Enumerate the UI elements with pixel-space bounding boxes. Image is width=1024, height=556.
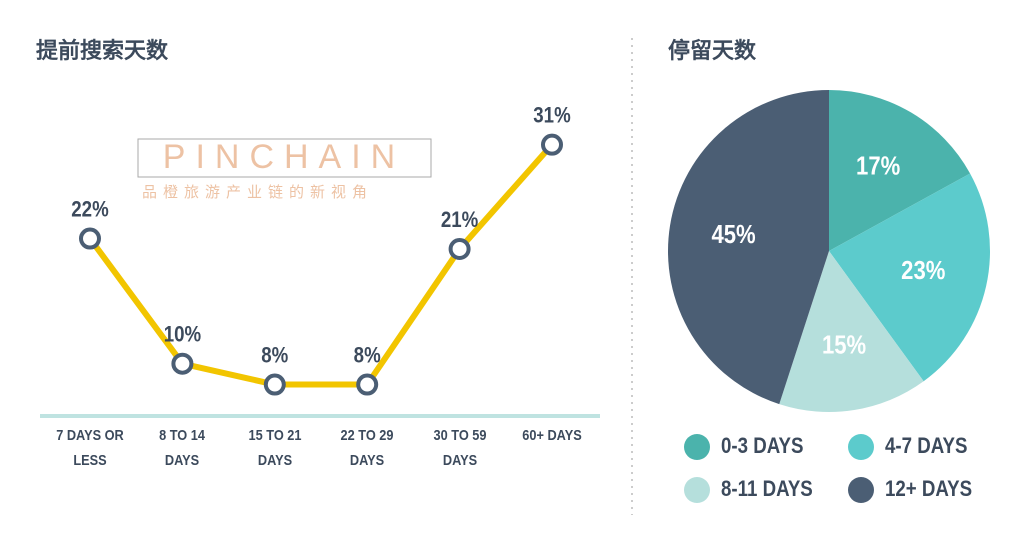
watermark: PINCHAIN xyxy=(163,138,405,176)
data-label: 17% xyxy=(856,152,900,181)
line xyxy=(87,142,555,388)
x-tick-label: 15 TO 21 DAYS xyxy=(248,427,302,469)
data-label: 8% xyxy=(261,344,288,368)
data-label: 23% xyxy=(901,256,945,285)
pie-slice xyxy=(829,173,990,382)
pie-slice xyxy=(779,251,924,412)
legend-swatch xyxy=(684,477,710,503)
watermark-tagline: 品橙旅游产业链的新视角 xyxy=(142,184,373,201)
legend-swatch xyxy=(848,434,874,460)
data-label: 31% xyxy=(533,104,570,128)
x-tick-label: 8 TO 14 DAYS xyxy=(159,427,206,469)
legend-label: 8-11 DAYS xyxy=(721,477,813,501)
data-label: 22% xyxy=(71,198,108,222)
data-label: 45% xyxy=(711,220,755,249)
point xyxy=(541,133,563,156)
chart-title: 停留天数 xyxy=(668,38,757,63)
point xyxy=(448,237,471,260)
legend-swatch xyxy=(848,477,874,503)
pie-slice xyxy=(829,90,971,251)
point xyxy=(263,373,286,396)
data-label: 10% xyxy=(164,323,201,347)
legend-label: 12+ DAYS xyxy=(885,477,972,501)
point xyxy=(79,227,101,250)
legend-label: 4-7 DAYS xyxy=(885,434,967,458)
x-tick-label: 60+ DAYS xyxy=(522,427,582,444)
x-tick-label: 22 TO 29 DAYS xyxy=(340,427,394,469)
data-label: 8% xyxy=(354,344,381,368)
data-label: 21% xyxy=(441,208,478,232)
legend-label: 0-3 DAYS xyxy=(721,434,803,458)
point xyxy=(356,373,379,396)
x-tick-label: 7 DAYS OR LESS xyxy=(56,427,124,469)
x-tick-label: 30 TO 59 DAYS xyxy=(433,427,487,469)
point xyxy=(171,352,194,375)
data-label: 15% xyxy=(822,331,866,360)
chart-title: 提前搜索天数 xyxy=(36,38,169,63)
pie-slice xyxy=(668,90,829,405)
watermark-box xyxy=(137,138,432,178)
legend-swatch xyxy=(684,434,710,460)
